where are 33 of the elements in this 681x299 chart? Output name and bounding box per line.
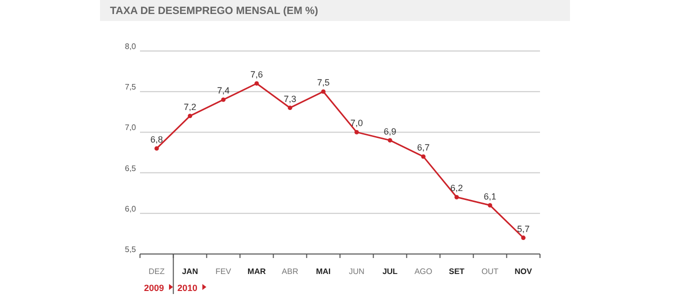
x-tick-label: MAI	[316, 267, 331, 276]
x-tick-label: DEZ	[148, 267, 165, 276]
y-tick-label: 7,0	[124, 123, 137, 132]
data-label: 7,3	[284, 94, 296, 104]
y-tick-label: 7,5	[124, 82, 137, 92]
y-tick-label: 5,5	[124, 245, 137, 254]
x-tick-label: OUT	[482, 267, 499, 276]
x-tick-label: FEV	[216, 267, 232, 276]
data-label: 6,2	[450, 183, 463, 194]
y-tick-label: 8,0	[124, 42, 137, 51]
data-label: 7,2	[184, 102, 196, 112]
data-label: 7,4	[217, 86, 230, 96]
y-tick-label: 6,5	[124, 164, 137, 173]
x-tick-label: AGO	[414, 267, 432, 276]
data-label: 6,8	[150, 134, 163, 144]
x-tick-label: ABR	[282, 267, 298, 276]
x-tick-label: NOV	[514, 267, 533, 276]
x-tick-label: MAR	[248, 267, 266, 276]
x-tick-label: JUN	[348, 267, 365, 276]
data-label: 5,7	[517, 224, 530, 234]
y-tick-label: 6,0	[124, 204, 137, 214]
text: 2009	[144, 283, 164, 293]
data-label: 6,7	[417, 142, 430, 153]
x-tick-label: JUL	[382, 267, 398, 276]
data-label: 7,6	[250, 69, 263, 80]
data-label: 7,0	[350, 118, 363, 128]
x-tick-label: SET	[448, 267, 465, 276]
data-label: 6,1	[484, 191, 496, 202]
chart-title: TAXA DE DESEMPREGO MENSAL (EM %)	[110, 5, 318, 17]
data-label: 6,9	[384, 126, 396, 136]
text: 2010	[177, 283, 198, 293]
data-label: 7,5	[317, 78, 330, 88]
x-tick-label: JAN	[182, 267, 198, 276]
